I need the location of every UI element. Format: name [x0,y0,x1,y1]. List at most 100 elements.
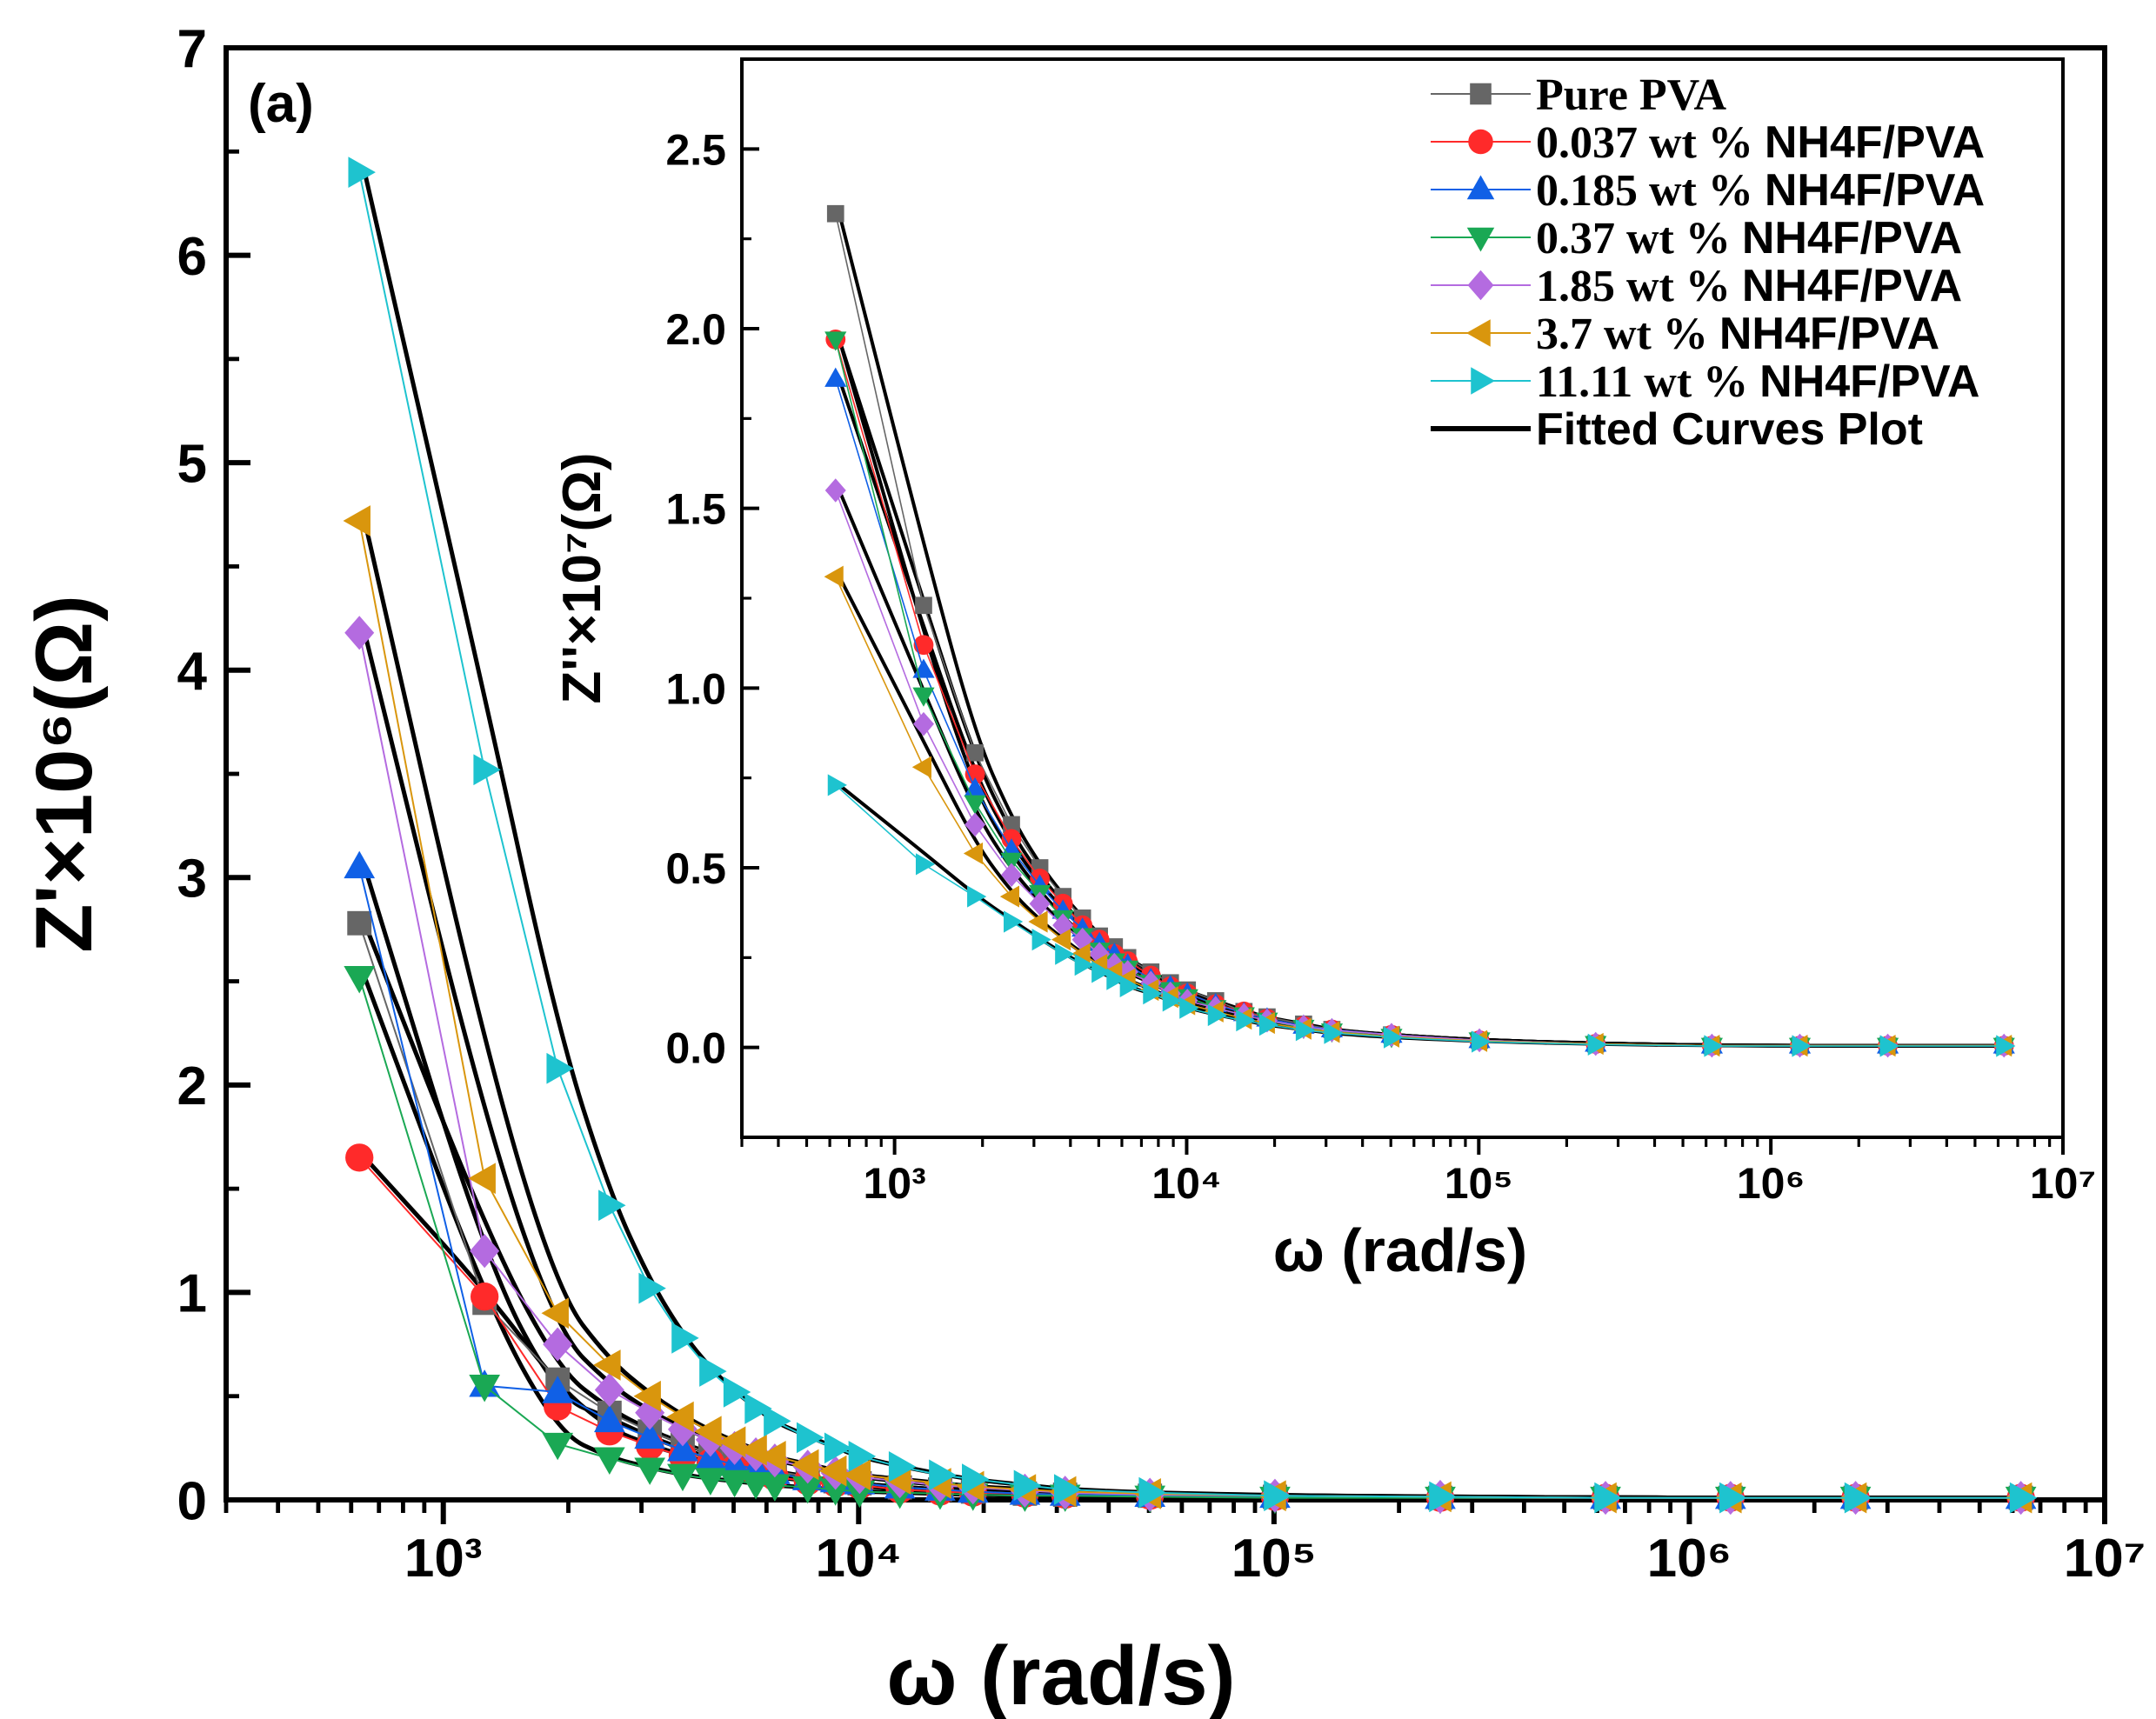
inset-x-axis-title: ω (rad/s) [1273,1216,1528,1284]
legend-entry-fitted-curves-plot: Fitted Curves Plot [1431,404,1923,455]
legend-marker [1466,319,1491,347]
legend-marker [1466,227,1495,252]
inset-data-point [912,711,934,736]
inset-data-point [826,204,844,223]
main-data-point [470,1234,500,1269]
legend-label: 1.85 wt % NH4F/PVA [1536,261,1962,311]
main-data-point [638,1272,666,1304]
inset-data-point [824,331,847,351]
main-data-point [593,1447,625,1475]
main-data-point [694,1416,722,1448]
inset-data-point [827,774,847,796]
inset-data-point [1472,1030,1492,1053]
legend-marker [1471,367,1495,395]
inset-data-point [1879,1035,1899,1057]
main-data-point [1844,1482,1872,1514]
main-data-point [542,1376,574,1403]
main-data-point [962,1463,990,1495]
inset-data-point [1031,929,1051,951]
main-axis-ticks: 0 1 2 3 4 5 6 7 10³ 10⁴ 10⁵ 10⁶ 10⁷ [177,19,2146,1589]
inset-data-point [965,764,985,784]
main-data-point [929,1459,957,1491]
inset-data-point [1258,1014,1279,1036]
main-data-point [344,966,376,994]
main-data-point [634,1421,666,1449]
main-data-point [667,1463,698,1492]
inset-data-point [1179,996,1199,1019]
inset-y-axis-title: Z''×10⁷(Ω) [552,452,612,703]
main-data-point [347,910,372,936]
main-y-tick-label: 3 [177,850,207,909]
inset-axis-ticks: 0.0 0.5 1.0 1.5 2.0 2.5 10³ 10⁴ 10⁵ 10⁶ 10⁷ [665,125,2096,1208]
main-data-point [471,1283,499,1311]
main-data-point [699,1356,727,1387]
main-y-tick-label: 1 [177,1264,207,1324]
legend-entry-0-37-wt-nh4f-pva: 0.37 wt % NH4F/PVA [1431,213,1962,263]
inset-data-point [824,478,846,503]
inset-data-point [915,596,932,615]
main-data-point [739,1434,767,1466]
main-data-point [546,1052,574,1084]
main-data-point [666,1401,694,1433]
main-y-tick-label: 6 [177,227,207,287]
main-data-point [543,1327,573,1362]
main-data-point [818,1455,847,1487]
inset-data-point [1106,968,1126,990]
main-data-point [1594,1482,1622,1514]
main-y-tick-label: 5 [177,434,207,494]
inset-data-point [1207,1003,1227,1027]
main-data-series [343,157,2038,1516]
main-data-point [1053,1474,1082,1505]
legend-entry-0-037-wt-nh4f-pva: 0.037 wt % NH4F/PVA [1431,117,1985,168]
inset-data-point [965,812,986,837]
legend-label: 0.37 wt % NH4F/PVA [1536,213,1962,263]
main-data-point [542,1432,574,1461]
inset-data-point [1236,1009,1256,1032]
legend-entry-pure-pva: Pure PVA [1431,70,1727,120]
main-series-11-11-wt-nh4f-pva [348,157,2038,1514]
inset-data-point [1071,943,1091,965]
main-data-point [1719,1482,1747,1514]
main-x-tick-label: 10⁶ [1647,1529,1732,1589]
inset-y-tick-label: 0.5 [665,844,726,893]
inset-x-tick-label: 10⁷ [2030,1159,2096,1208]
inset-data-point [1055,943,1075,965]
legend-entry-11-11-wt-nh4f-pva: 11.11 wt % NH4F/PVA [1431,356,1979,407]
inset-y-tick-label: 2.0 [665,305,726,354]
main-data-point [1138,1476,1166,1509]
legend-label: 3.7 wt % NH4F/PVA [1536,309,1939,359]
main-x-tick-label: 10⁴ [815,1529,902,1589]
main-data-point [843,1459,871,1491]
main-data-point [796,1422,824,1454]
legend-entry-0-185-wt-nh4f-pva: 0.185 wt % NH4F/PVA [1431,165,1985,216]
main-data-point [473,754,501,786]
main-data-point [541,1297,569,1329]
main-y-tick-label: 4 [177,642,208,702]
main-data-point [633,1380,661,1412]
inset-data-point [915,853,936,876]
main-data-point [848,1441,877,1472]
inset-data-point [1996,1035,2016,1057]
main-data-point [667,1434,698,1462]
legend-label: 11.11 wt % NH4F/PVA [1536,356,1979,407]
inset-data-point [1029,891,1051,916]
inset-y-tick-label: 1.0 [665,664,726,713]
inset-data-point [1324,1022,1344,1044]
legend-label: Pure PVA [1536,70,1727,120]
inset-data-point [966,743,984,762]
inset-data-point [911,756,931,778]
main-data-point [791,1476,824,1504]
main-x-axis-title: ω (rad/s) [886,1629,1235,1719]
inset-data-point [1162,989,1182,1012]
inset-data-point [1074,954,1094,976]
inset-data-point [1143,983,1163,1005]
inset-data-point [1792,1035,1812,1057]
inset-x-tick-label: 10⁵ [1445,1159,1513,1208]
inset-plot-panel: 0.0 0.5 1.0 1.5 2.0 2.5 10³ 10⁴ 10⁵ 10⁶ 10⁷ ω (rad… [552,57,2096,1284]
main-data-point [345,1143,374,1172]
legend-marker [1470,83,1492,105]
inset-data-point [1028,910,1048,933]
legend-marker [1468,129,1493,155]
inset-data-point [1001,863,1023,888]
